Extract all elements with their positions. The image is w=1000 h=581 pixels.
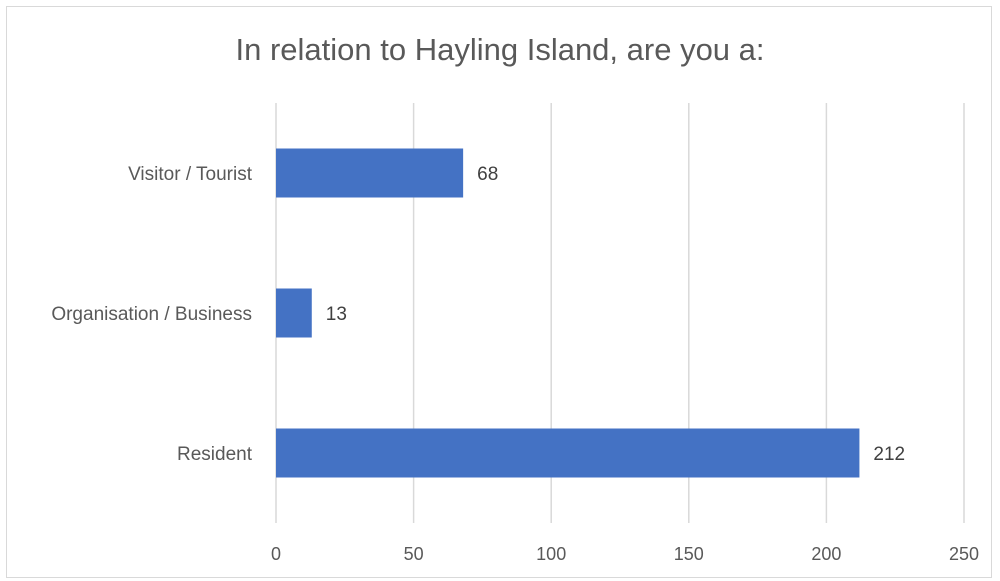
- data-label: 212: [873, 444, 905, 465]
- tick-labels: 0 50 100 150 200 250: [271, 544, 979, 564]
- bar-resident: [276, 428, 860, 478]
- x-tick-label: 0: [271, 544, 281, 564]
- bars: [276, 148, 860, 478]
- bar-organisation-business: [276, 288, 312, 338]
- x-tick-label: 50: [404, 544, 424, 564]
- chart-title: In relation to Hayling Island, are you a…: [235, 32, 765, 67]
- x-tick-label: 100: [536, 544, 566, 564]
- x-tick-label: 250: [949, 544, 979, 564]
- data-label: 68: [477, 164, 498, 185]
- category-label: Resident: [177, 444, 253, 465]
- category-labels: Visitor / Tourist Organisation / Business…: [51, 164, 252, 465]
- x-tick-label: 150: [674, 544, 704, 564]
- data-labels: 68 13 212: [326, 164, 905, 465]
- bar-visitor-tourist: [276, 148, 464, 198]
- category-label: Visitor / Tourist: [128, 164, 253, 185]
- data-label: 13: [326, 304, 347, 325]
- chart-frame: [6, 6, 992, 578]
- category-label: Organisation / Business: [51, 304, 252, 325]
- x-tick-label: 200: [811, 544, 841, 564]
